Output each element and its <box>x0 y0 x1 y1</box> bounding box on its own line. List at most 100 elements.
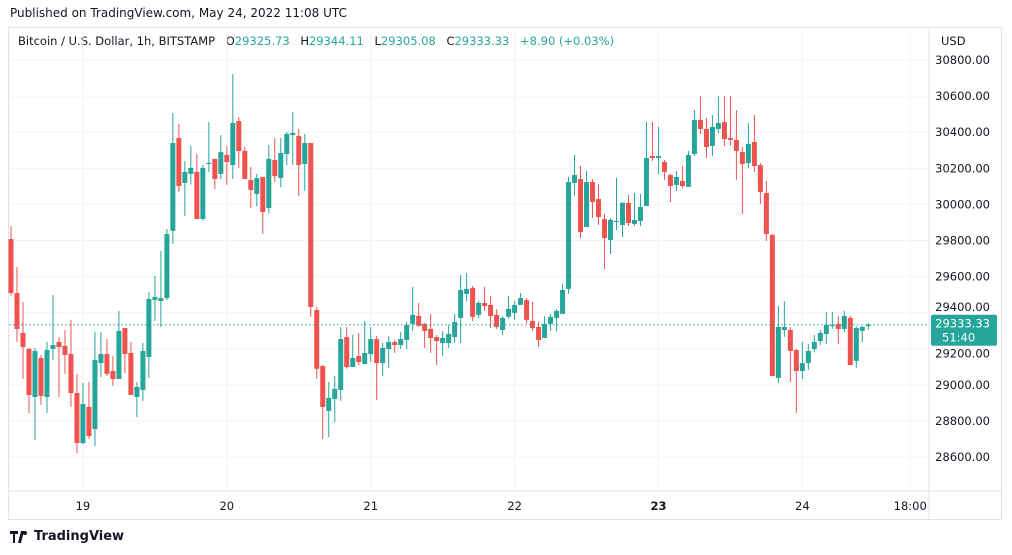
candle-body-down <box>727 137 733 140</box>
price-tick-label: 30800.00 <box>935 53 990 67</box>
candle-body-up <box>386 341 392 349</box>
candle-body-up <box>811 341 817 349</box>
candle-body-up <box>572 174 578 183</box>
candle-body-down <box>488 304 494 316</box>
price-tick-label: 30400.00 <box>935 125 990 139</box>
candle-body-up <box>284 134 290 155</box>
candle-body-up <box>458 289 464 318</box>
candle-body-up <box>92 359 98 430</box>
candle-body-down <box>536 326 542 340</box>
candle-body-down <box>596 198 602 218</box>
candle-body-up <box>302 143 308 164</box>
candle-body-down <box>26 348 32 396</box>
candle-body-down <box>236 121 242 151</box>
candle-body-up <box>164 234 170 299</box>
candle-body-up <box>637 206 643 222</box>
candle-body-down <box>248 180 254 190</box>
price-tick-label: 29600.00 <box>935 270 990 284</box>
candle-body-up <box>188 167 194 174</box>
candle-body-down <box>847 317 853 366</box>
candle-body-up <box>278 152 284 179</box>
time-tick-label: 22 <box>507 499 522 513</box>
candle-body-down <box>122 328 128 355</box>
last-price-value: 29333.33 <box>935 317 990 331</box>
candle-body-down <box>590 182 596 203</box>
candle-body-up <box>146 298 152 357</box>
candle-body-up <box>350 358 356 368</box>
candle-body-down <box>176 137 182 186</box>
candle-body-up <box>560 289 566 314</box>
candle-body-down <box>524 300 530 320</box>
candle-body-up <box>673 176 679 185</box>
candle-body-up <box>464 288 470 294</box>
candle-body-up <box>805 350 811 364</box>
candle-body-down <box>703 128 709 148</box>
candle-body-up <box>566 182 572 289</box>
candle-body-down <box>20 332 26 347</box>
candle-body-down <box>667 174 673 186</box>
candle-body-down <box>194 171 200 220</box>
time-tick-label: 21 <box>363 499 378 513</box>
high-label: H <box>300 34 309 48</box>
candle-body-up <box>608 219 613 240</box>
candle-body-down <box>661 161 667 172</box>
candle-body-down <box>793 350 799 372</box>
candle-body-down <box>212 158 218 179</box>
candle-body-up <box>715 122 721 129</box>
time-tick-label: 23 <box>650 499 666 513</box>
open-label: O <box>225 34 235 48</box>
candle-body-down <box>578 178 584 233</box>
candle-body-up <box>685 154 691 187</box>
time-tick-label: 24 <box>795 499 810 513</box>
candle-body-up <box>50 345 56 349</box>
candle-body-down <box>392 341 398 346</box>
candle-body-up <box>368 339 374 355</box>
time-tick-label: 18:00 <box>894 499 927 513</box>
candle-body-up <box>32 350 38 397</box>
candle-body-down <box>428 328 434 338</box>
candle-body-up <box>254 178 260 194</box>
candle-body-down <box>835 323 841 329</box>
published-caption: Published on TradingView.com, May 24, 20… <box>10 6 347 20</box>
candle-body-up <box>170 143 176 231</box>
candle-body-up <box>775 326 781 379</box>
candle-body-down <box>721 122 727 140</box>
tradingview-logo[interactable]: TradingView <box>10 529 124 544</box>
candle-body-down <box>763 193 769 235</box>
bar-countdown: 51:40 <box>942 331 975 345</box>
candle-body-up <box>548 316 554 324</box>
candle-body-down <box>68 354 74 394</box>
change-value: +8.90 (+0.03%) <box>520 34 615 48</box>
candle-body-up <box>619 202 625 225</box>
candle-body-down <box>110 371 116 379</box>
candle-body-down <box>296 135 302 166</box>
candle-body-down <box>320 365 326 407</box>
candle-body-up <box>691 119 697 155</box>
candle-body-down <box>344 337 350 368</box>
candle-body-down <box>86 406 92 436</box>
candle-body-down <box>751 141 757 166</box>
candle-body-up <box>829 324 835 326</box>
candle-body-down <box>625 202 631 223</box>
low-label: L <box>374 34 381 48</box>
candle-body-down <box>787 330 793 351</box>
price-tick-label: 29400.00 <box>935 300 990 314</box>
close-label: C <box>446 34 455 48</box>
candle-body-up <box>476 302 482 315</box>
candle-body-up <box>152 296 158 301</box>
candle-body-down <box>602 219 608 238</box>
candle-body-down <box>62 345 68 355</box>
price-tick-label: 30000.00 <box>935 197 990 211</box>
candle-body-down <box>272 159 278 177</box>
candle-body-up <box>266 158 272 209</box>
candle-body-down <box>242 150 248 179</box>
candle-body-down <box>769 234 775 377</box>
logo-text: TradingView <box>34 529 125 544</box>
candle-body-up <box>230 122 236 166</box>
candle-body-up <box>554 310 560 318</box>
candle-body-up <box>446 333 452 344</box>
candle-body-up <box>542 323 548 338</box>
candle-body-down <box>314 309 320 369</box>
candle-body-down <box>308 143 314 307</box>
